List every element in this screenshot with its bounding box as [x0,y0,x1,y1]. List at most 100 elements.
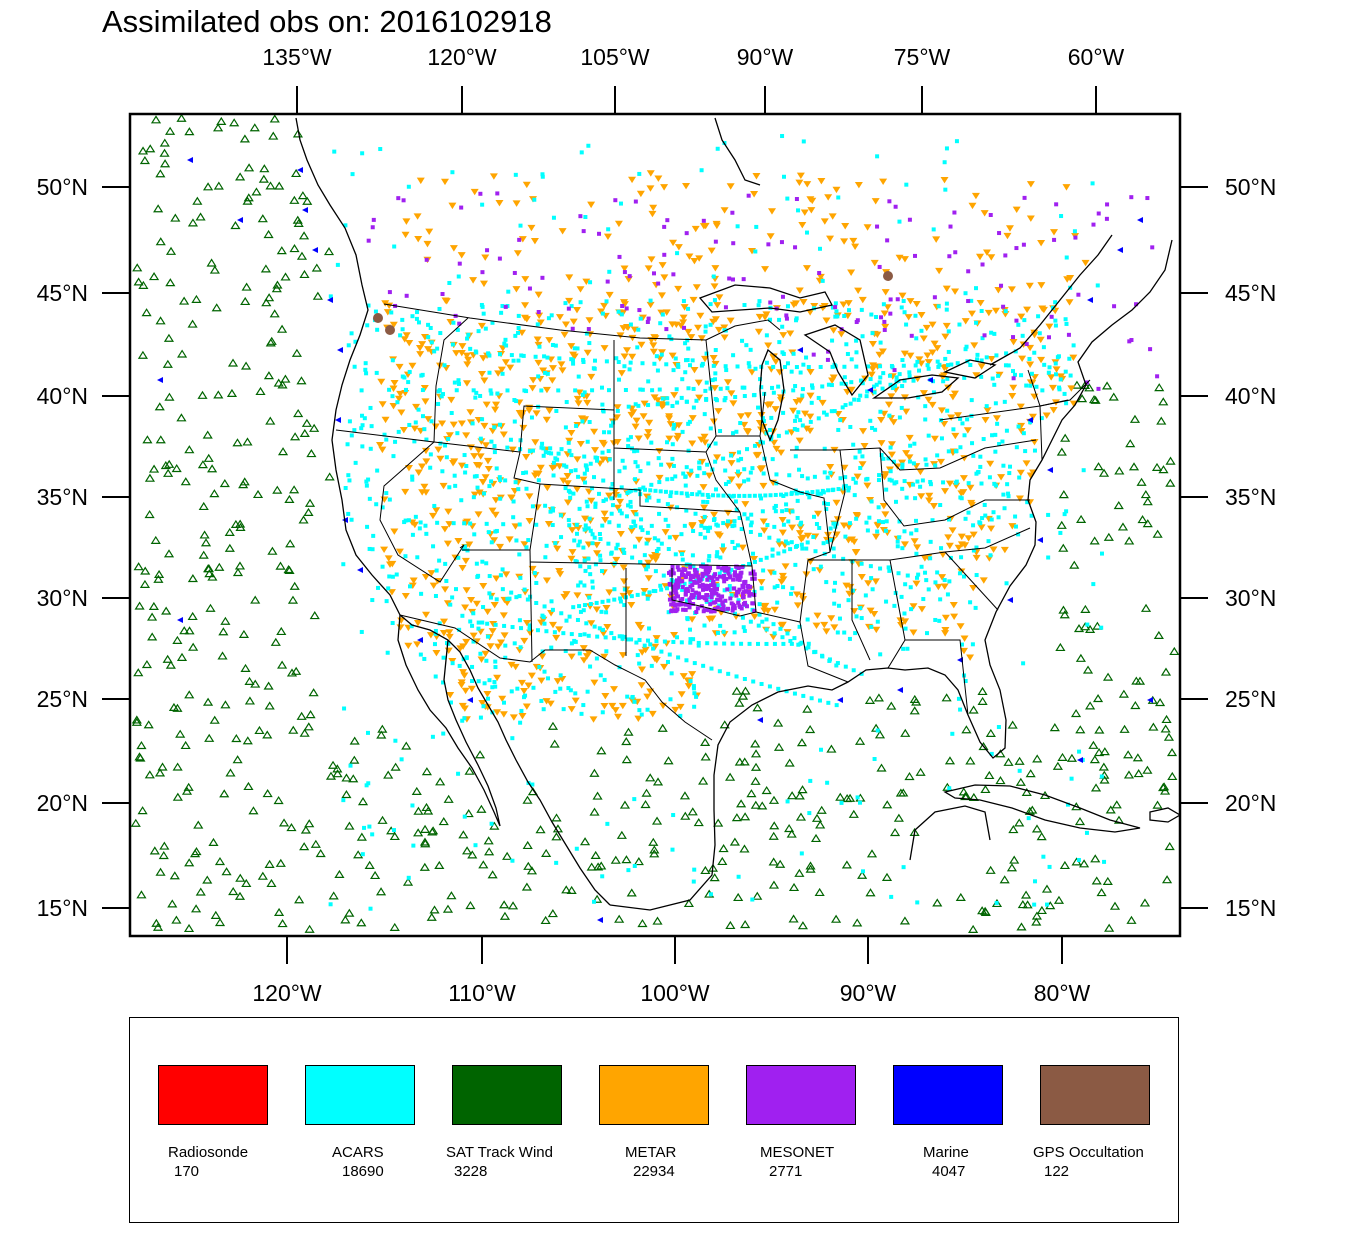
sat-wind-point [941,693,952,702]
acars-point [711,493,716,498]
metar-point [940,583,949,590]
top-lon-label: 135°W [262,44,332,70]
acars-point [713,441,718,446]
sat-wind-point [428,826,439,835]
metar-point [555,314,564,321]
acars-point [373,309,378,314]
acars-point [365,323,370,328]
mesonet-point [721,604,726,609]
metar-point [418,489,427,496]
metar-point [477,656,486,663]
acars-point [400,374,405,379]
acars-point [455,327,460,332]
metar-point [483,608,492,616]
acars-point [786,519,791,524]
sat-wind-point [180,740,191,750]
sat-wind-point [152,922,164,931]
sat-wind-point [231,733,242,743]
acars-point [902,479,907,484]
sat-wind-point [443,794,454,803]
mesonet-point [811,352,816,357]
acars-point [1032,350,1037,355]
metar-point [537,677,546,685]
acars-point [860,381,865,386]
metar-point [401,592,410,600]
marine-point [297,167,303,173]
acars-point [513,480,518,485]
metar-point [643,493,652,500]
sat-wind-point [1006,863,1018,872]
acars-point [643,487,648,492]
acars-point [1040,388,1045,393]
acars-point [804,546,809,551]
acars-point [938,503,943,508]
acars-point [685,493,690,498]
acars-point [661,573,666,578]
sat-wind-point [648,837,659,846]
metar-point [851,243,860,250]
sat-wind-point [1084,383,1095,392]
acars-point [860,334,865,339]
acars-point [632,797,637,802]
top-lon-label: 75°W [893,44,951,70]
acars-point [450,170,455,175]
acars-point [754,224,759,229]
acars-point [706,558,711,563]
metar-point [771,406,780,413]
metar-point [1026,361,1035,368]
acars-point [826,502,831,507]
acars-point [886,456,891,461]
acars-point [771,364,776,369]
acars-point [573,468,578,473]
metar-point [924,359,933,366]
sat-wind-point [1075,725,1086,734]
metar-point [460,672,469,679]
legend-count-mesonet: 2771 [769,1163,803,1180]
acars-point [489,821,494,826]
mesonet-point [712,584,717,589]
acars-point [456,381,461,386]
metar-point [947,414,956,421]
acars-point [688,640,693,645]
acars-point [679,491,684,496]
acars-point [791,351,796,356]
acars-point [829,383,834,388]
metar-point [613,404,622,411]
metar-point [808,197,817,205]
metar-point [940,421,949,428]
acars-point [369,424,374,429]
metar-point [553,678,562,685]
acars-point [638,316,643,321]
sat-wind-point [149,846,160,855]
metar-point [612,556,621,564]
sat-wind-point [1090,783,1102,792]
acars-point [531,685,536,690]
sat-wind-point [304,498,316,507]
acars-point [512,641,517,646]
acars-point [634,640,639,645]
sat-wind-point [750,800,761,809]
metar-point [413,641,422,648]
mesonet-point [1022,195,1027,200]
marine-point [1037,537,1043,543]
legend-swatch-sat-track-wind [452,1065,562,1125]
acars-point [691,386,696,391]
acars-point [1041,345,1046,350]
acars-point [410,532,415,537]
sat-wind-point [220,700,231,709]
acars-point [857,449,862,454]
mesonet-point [826,349,831,354]
right-lat-label: 25°N [1225,686,1277,712]
acars-point [655,368,660,373]
metar-point [881,511,890,518]
acars-point [880,520,885,525]
sat-wind-point [1092,693,1104,703]
acars-point [437,621,442,626]
acars-point [787,473,792,478]
metar-point [710,385,719,392]
acars-point [671,813,676,818]
acars-point [470,623,475,628]
acars-point [822,410,827,415]
sat-wind-point [794,868,805,877]
acars-point [442,363,447,368]
